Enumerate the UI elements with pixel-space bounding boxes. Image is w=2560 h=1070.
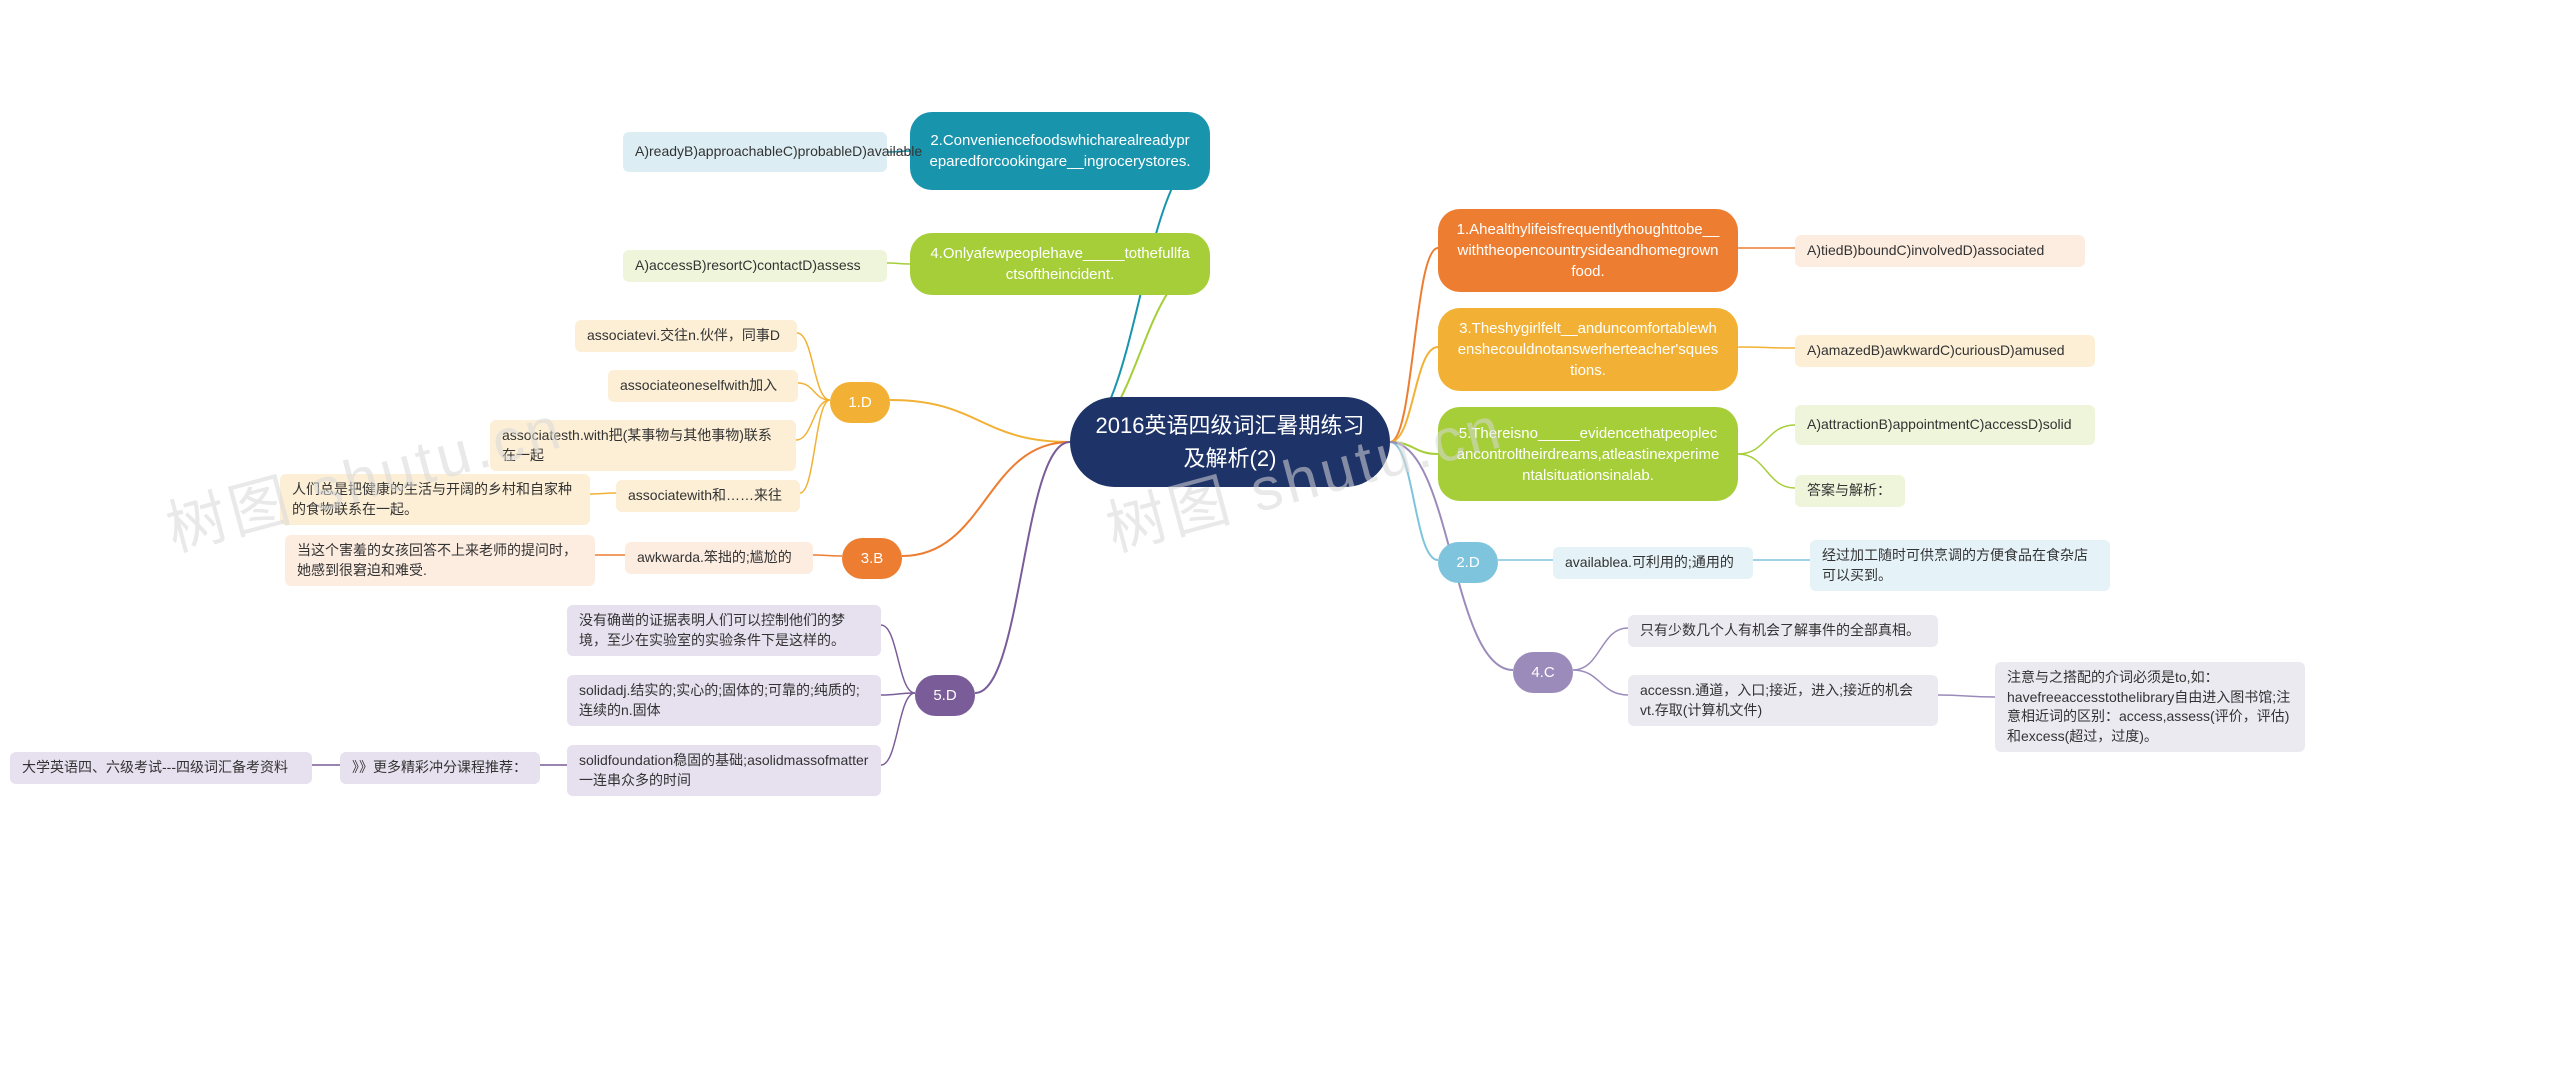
node-q3a: A)amazedB)awkwardC)curiousD)amused: [1795, 335, 2095, 367]
node-q1[interactable]: 1.Ahealthylifeisfrequentlythoughttobe__w…: [1438, 209, 1738, 292]
node-a1[interactable]: 1.D: [830, 382, 890, 423]
node-q2a: A)readyB)approachableC)probableD)availab…: [623, 132, 887, 172]
node-q2[interactable]: 2.Conveniencefoodswhicharealreadyprepare…: [910, 112, 1210, 190]
node-a3t1b: 当这个害羞的女孩回答不上来老师的提问时，她感到很窘迫和难受.: [285, 535, 595, 586]
node-a1t4b: 人们总是把健康的生活与开阔的乡村和自家种的食物联系在一起。: [280, 474, 590, 525]
node-a1t3: associatesth.with把(某事物与其他事物)联系在一起: [490, 420, 796, 471]
node-q1a: A)tiedB)boundC)involvedD)associated: [1795, 235, 2085, 267]
node-a4t3: 注意与之搭配的介词必须是to,如：havefreeaccesstothelibr…: [1995, 662, 2305, 752]
node-a2a: availablea.可利用的;通用的: [1553, 547, 1753, 579]
node-a2[interactable]: 2.D: [1438, 542, 1498, 583]
node-a1t4: associatewith和……来往: [616, 480, 800, 512]
node-a5t2: solidadj.结实的;实心的;固体的;可靠的;纯质的;连续的n.固体: [567, 675, 881, 726]
node-a5t1: 没有确凿的证据表明人们可以控制他们的梦境，至少在实验室的实验条件下是这样的。: [567, 605, 881, 656]
root-node[interactable]: 2016英语四级词汇暑期练习及解析(2): [1070, 397, 1390, 487]
node-q4a: A)accessB)resortC)contactD)assess: [623, 250, 887, 282]
node-a3[interactable]: 3.B: [842, 538, 902, 579]
node-a1t1: associatevi.交往n.伙伴，同事D: [575, 320, 797, 352]
node-q3[interactable]: 3.Theshygirlfelt__anduncomfortablewhensh…: [1438, 308, 1738, 391]
node-q5[interactable]: 5.Thereisno_____evidencethatpeoplecancon…: [1438, 407, 1738, 501]
node-a2b: 经过加工随时可供烹调的方便食品在食杂店可以买到。: [1810, 540, 2110, 591]
node-a5t3b: 》》更多精彩冲分课程推荐：: [340, 752, 540, 784]
node-a1t2: associateoneselfwith加入: [608, 370, 798, 402]
node-q5a1: A)attractionB)appointmentC)accessD)solid: [1795, 405, 2095, 445]
node-q5a2: 答案与解析：: [1795, 475, 1905, 507]
node-a4t1: 只有少数几个人有机会了解事件的全部真相。: [1628, 615, 1938, 647]
node-a5t3c: 大学英语四、六级考试---四级词汇备考资料: [10, 752, 312, 784]
node-a4[interactable]: 4.C: [1513, 652, 1573, 693]
node-a5t3: solidfoundation稳固的基础;asolidmassofmatter一…: [567, 745, 881, 796]
node-a5[interactable]: 5.D: [915, 675, 975, 716]
node-q4[interactable]: 4.Onlyafewpeoplehave_____tothefullfactso…: [910, 233, 1210, 295]
node-a3t1: awkwarda.笨拙的;尴尬的: [625, 542, 813, 574]
node-a4t2: accessn.通道，入口;接近，进入;接近的机会vt.存取(计算机文件): [1628, 675, 1938, 726]
